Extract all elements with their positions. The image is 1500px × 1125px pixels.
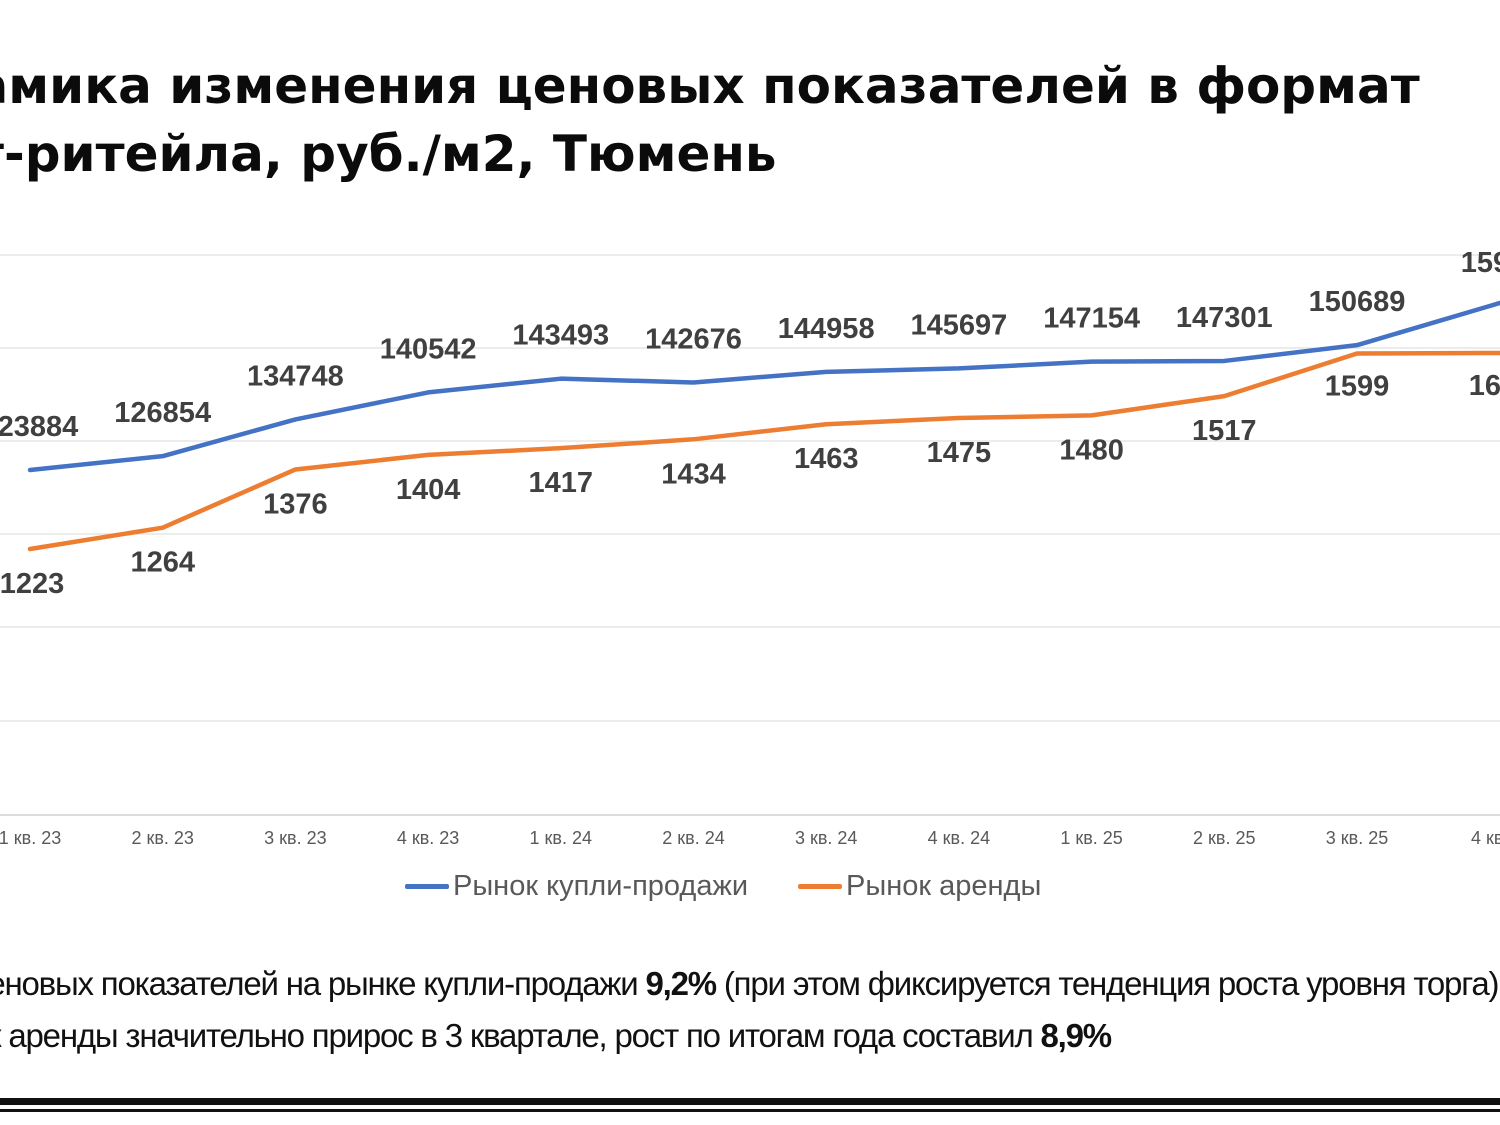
rent-data-label: 1223: [0, 568, 64, 600]
sales-data-label: 147301: [1176, 302, 1273, 334]
chart-legend: Рынок купли-продажи Рынок аренды: [405, 866, 1091, 906]
legend-swatch-rent: [798, 883, 843, 889]
sales-data-label: 1591: [1461, 247, 1500, 279]
rent-series-line: [27, 350, 1500, 552]
x-tick-label: 1 кв. 24: [530, 828, 592, 848]
x-tick-label: 4 кв. 23: [397, 828, 459, 848]
rent-data-label: 1517: [1192, 415, 1257, 447]
sales-data-label: 142676: [645, 323, 742, 355]
sales-data-label: 143493: [512, 320, 609, 352]
note-2-bold-value: 8,9%: [1040, 1017, 1113, 1054]
legend-swatch-sales: [405, 883, 449, 889]
sales-series-line: [27, 300, 1500, 473]
x-tick-label: 2 кв. 25: [1193, 828, 1255, 848]
footer-rule-thin: [0, 1109, 1500, 1112]
price-dynamics-line-chart: 1 кв. 23 2 кв. 23 3 кв. 23 4 кв. 23 1 кв. 24…: [0, 247, 1500, 848]
rent-data-label: 1417: [529, 467, 594, 499]
x-tick-label: 4 кв. 24: [928, 828, 990, 848]
sales-data-label: 134748: [247, 360, 344, 392]
x-tick-label: 1 кв. 25: [1060, 828, 1122, 848]
x-tick-label: 2 кв. 24: [662, 828, 724, 848]
x-axis-tick-labels: 1 кв. 23 2 кв. 23 3 кв. 23 4 кв. 23 1 кв. 24…: [0, 828, 1500, 848]
rent-data-label: 1264: [130, 547, 195, 579]
sales-data-label: 147154: [1043, 303, 1140, 335]
page-title: намика изменения ценовых показателей в ф…: [0, 52, 1500, 188]
rent-data-label: 1463: [794, 443, 859, 475]
series-lines: [27, 300, 1500, 552]
sales-data-label: 150689: [1309, 286, 1406, 318]
rent-data-label: 1599: [1325, 371, 1390, 403]
legend-item-sales: Рынок купли-продажи: [405, 870, 748, 903]
x-tick-label: 1 кв. 23: [0, 828, 61, 848]
rent-data-label: 160: [1469, 370, 1500, 402]
chart-grid: [0, 254, 1500, 816]
legend-label-sales: Рынок купли-продажи: [453, 869, 749, 902]
legend-label-rent: Рынок аренды: [846, 869, 1042, 902]
footer-rule-thick: [0, 1098, 1500, 1105]
x-tick-label: 2 кв. 23: [131, 828, 193, 848]
data-labels: 23884 126854 134748 140542 143493 142676 14495…: [0, 247, 1500, 600]
note-1-bold-value: 9,2%: [645, 965, 717, 1002]
x-tick-label: 3 кв. 23: [264, 828, 326, 848]
x-tick-label: 3 кв. 24: [795, 828, 857, 848]
sales-data-label: 145697: [911, 309, 1008, 341]
note-line-1: ценовых показателей на рынке купли-прода…: [0, 958, 1500, 1010]
rent-data-label: 1434: [661, 458, 726, 490]
note-2-text: ок аренды значительно прирос в 3 квартал…: [0, 1017, 1041, 1054]
note-line-2: ок аренды значительно прирос в 3 квартал…: [0, 1010, 1500, 1062]
sales-data-label: 126854: [114, 397, 211, 429]
sales-data-label: 23884: [0, 411, 78, 443]
rent-data-label: 1480: [1059, 434, 1124, 466]
rent-data-label: 1404: [396, 474, 461, 506]
x-tick-label: 3 кв. 25: [1326, 828, 1388, 848]
legend-item-rent: Рынок аренды: [798, 870, 1041, 903]
x-tick-label: 4 кв.: [1471, 828, 1500, 848]
sales-data-label: 144958: [778, 313, 875, 345]
note-1-tail: (при этом фиксируется тенденция роста ур…: [715, 965, 1500, 1002]
note-1-text: ценовых показателей на рынке купли-прода…: [0, 965, 646, 1002]
title-line-2: ит-ритейла, руб./м2, Тюмень: [0, 125, 777, 183]
summary-notes: ценовых показателей на рынке купли-прода…: [0, 958, 1500, 1062]
title-line-1: намика изменения ценовых показателей в ф…: [0, 57, 1420, 115]
rent-data-label: 1376: [263, 488, 328, 520]
rent-data-label: 1475: [927, 437, 992, 469]
sales-data-label: 140542: [380, 333, 477, 365]
